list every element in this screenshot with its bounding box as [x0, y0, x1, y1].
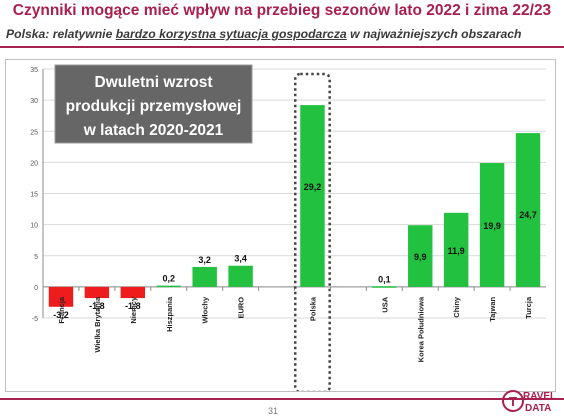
- x-tick-label: Wielka Brytania: [93, 296, 102, 353]
- y-tick-label: 15: [30, 192, 38, 199]
- x-tick-label: Niemcy: [129, 296, 138, 324]
- y-tick-label: 0: [34, 285, 38, 292]
- callout-text: produkcji przemysłowej: [66, 98, 242, 115]
- x-tick-label: Hiszpania: [165, 296, 174, 332]
- data-label: 3,4: [234, 254, 247, 264]
- logo-ring: [502, 390, 524, 412]
- y-tick-label: -5: [32, 316, 38, 323]
- y-tick-label: 35: [30, 67, 38, 74]
- x-tick-label: Francja: [57, 296, 66, 324]
- page-subtitle: Polska: relatywnie bardzo korzystna sytu…: [6, 27, 562, 41]
- callout-text: w latach 2020-2021: [83, 122, 224, 139]
- data-label: -3,2: [53, 310, 69, 320]
- x-tick-label: Chiny: [452, 296, 461, 318]
- header-rule: [0, 46, 564, 48]
- x-tick-label: Turcja: [524, 296, 533, 319]
- bar: [228, 265, 253, 287]
- data-label: 3,2: [198, 255, 211, 265]
- y-tick-label: 10: [30, 223, 38, 230]
- bar: [408, 225, 433, 287]
- bar: [300, 105, 325, 287]
- data-label: 19,9: [483, 221, 501, 231]
- logo-text-top: RAVEL: [523, 391, 556, 402]
- y-tick-label: 5: [34, 254, 38, 261]
- y-tick-label: 20: [30, 160, 38, 167]
- travel-data-logo: T RAVEL DATA: [502, 390, 556, 414]
- data-label: 29,2: [304, 182, 322, 192]
- data-label: -1,8: [125, 301, 141, 311]
- logo-text-bottom: DATA: [525, 403, 551, 414]
- data-label: -1,8: [89, 301, 105, 311]
- x-tick-label: EURO: [237, 297, 246, 319]
- y-tick-label: 30: [30, 98, 38, 105]
- logo-letter: T: [509, 394, 517, 409]
- bar: [120, 286, 146, 299]
- bar: [443, 212, 469, 287]
- x-tick-label: Włochy: [201, 296, 210, 323]
- callout-text: Dwuletni wzrost: [95, 74, 213, 91]
- x-tick-label: Korea Południowa: [416, 296, 425, 362]
- subtitle-suffix: w najważniejszych obszarach: [346, 27, 522, 41]
- subtitle-emphasis: bardzo korzystna sytuacja gospodarcza: [115, 27, 347, 41]
- bar: [192, 266, 217, 287]
- bar: [48, 286, 74, 307]
- bar: [515, 133, 541, 287]
- data-label: 9,9: [414, 252, 427, 262]
- data-label: 24,7: [519, 210, 537, 220]
- bar: [479, 162, 505, 287]
- bar: [372, 286, 397, 288]
- bar: [156, 285, 181, 288]
- page-number: 31: [268, 406, 279, 416]
- y-tick-label: 25: [30, 129, 38, 136]
- x-tick-label: USA: [380, 296, 389, 312]
- subtitle-prefix: Polska: relatywnie: [6, 27, 116, 41]
- x-tick-label: Tajwan: [488, 296, 497, 321]
- data-label: 0,2: [162, 274, 175, 284]
- data-label: 11,9: [448, 246, 465, 256]
- x-tick-label: Polska: [308, 296, 317, 321]
- data-label: 0,1: [378, 274, 391, 284]
- chart-frame: -5 0 5 10 15 20 25 30 35 -3,2 Francja -1,8 Wielka Br…: [5, 59, 556, 394]
- callout-box: [54, 64, 253, 144]
- footer-rule: [0, 398, 564, 400]
- page-title: Czynniki mogące mieć wpływ na przebieg s…: [12, 2, 552, 19]
- bar: [84, 286, 110, 299]
